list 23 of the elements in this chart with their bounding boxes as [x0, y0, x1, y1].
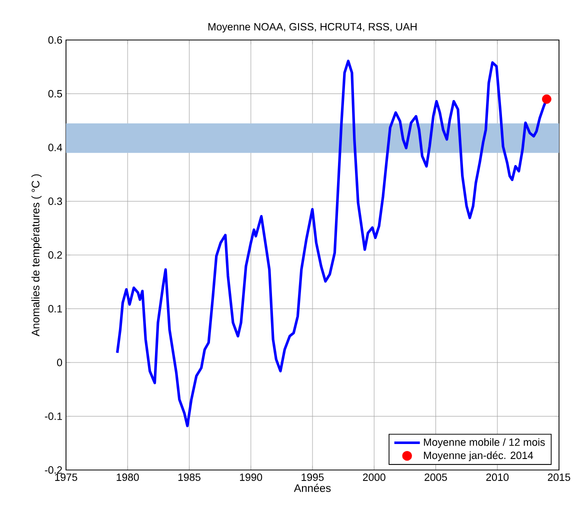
- x-tick-label: 2005: [424, 474, 447, 481]
- x-tick-label: 1985: [178, 474, 200, 481]
- y-tick-label: -0.1: [44, 412, 62, 420]
- x-tick-label: 1995: [302, 474, 324, 481]
- y-tick-label: 0.1: [48, 305, 62, 312]
- x-tick-label: 2000: [363, 474, 386, 481]
- legend-label: Moyenne mobile / 12 mois: [424, 438, 545, 448]
- chart-title: Moyenne NOAA, GISS, HCRUT4, RSS, UAH: [208, 23, 417, 32]
- x-tick-label: 2010: [486, 474, 509, 481]
- y-tick-label: 0: [57, 358, 62, 366]
- y-tick-label: -0.2: [44, 466, 62, 474]
- y-axis-title: Anomalies de températures ( °C ): [31, 174, 42, 336]
- x-axis-title: Années: [294, 484, 331, 492]
- x-tick-label: 1980: [116, 474, 139, 481]
- y-tick-label: 0.5: [48, 90, 62, 98]
- y-tick-label: 0.6: [48, 36, 62, 44]
- x-tick-label: 2015: [548, 474, 570, 481]
- x-tick-label: 1975: [55, 474, 78, 481]
- x-tick-label: 1990: [240, 474, 262, 481]
- legend-label: Moyenne jan-déc. 2014: [424, 451, 534, 462]
- y-tick-label: 0.4: [48, 144, 62, 152]
- y-tick-label: 0.3: [48, 198, 62, 205]
- y-tick-label: 0.2: [48, 251, 62, 259]
